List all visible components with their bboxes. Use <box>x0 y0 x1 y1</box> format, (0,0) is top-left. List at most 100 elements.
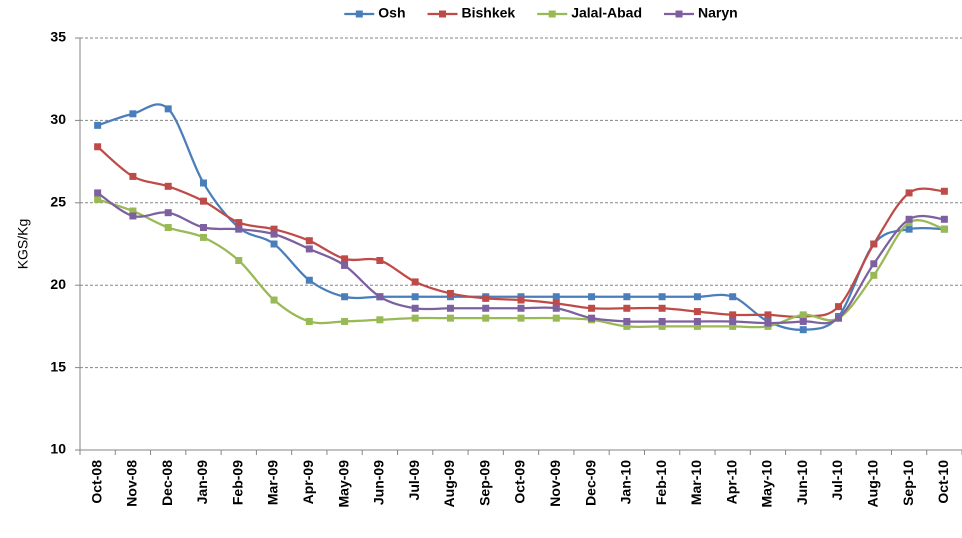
point-marker <box>270 230 278 238</box>
x-tick-label: Jun-10 <box>794 460 810 505</box>
legend-label: Jalal-Abad <box>571 5 642 21</box>
point-marker <box>270 240 278 248</box>
point-marker <box>658 293 666 301</box>
y-tick-label: 20 <box>50 276 66 292</box>
legend-marker <box>548 10 556 18</box>
legend-label: Osh <box>378 5 405 21</box>
x-tick-label: Sep-10 <box>900 460 916 506</box>
x-tick-label: Oct-09 <box>512 460 528 504</box>
legend-item: Osh <box>344 5 406 21</box>
point-marker <box>799 317 807 325</box>
x-tick-label: Aug-10 <box>865 460 881 508</box>
point-marker <box>235 225 243 233</box>
point-marker <box>905 225 913 233</box>
point-marker <box>799 326 807 334</box>
point-marker <box>905 189 913 197</box>
point-marker <box>870 260 878 268</box>
point-marker <box>164 182 172 190</box>
x-tick-label: Oct-10 <box>935 460 951 504</box>
point-marker <box>940 225 948 233</box>
x-tick-label: Nov-08 <box>124 460 140 507</box>
legend: Osh Bishkek Jalal-Abad Naryn <box>344 5 738 21</box>
legend-label: Naryn <box>698 5 738 21</box>
x-tick-label: Dec-08 <box>159 460 175 506</box>
point-marker <box>905 215 913 223</box>
x-tick-label: May-10 <box>759 460 775 508</box>
point-marker <box>517 296 525 304</box>
point-marker <box>411 293 419 301</box>
x-tick-label: Feb-09 <box>229 460 245 505</box>
x-tick-label: Sep-09 <box>476 460 492 506</box>
point-marker <box>305 276 313 284</box>
point-marker <box>764 311 772 319</box>
point-marker <box>411 304 419 312</box>
point-marker <box>623 293 631 301</box>
y-tick-label: 35 <box>50 29 66 45</box>
point-marker <box>552 304 560 312</box>
point-marker <box>517 314 525 322</box>
legend-marker <box>675 10 683 18</box>
x-tick-label: Nov-09 <box>547 460 563 507</box>
point-marker <box>693 293 701 301</box>
point-marker <box>517 304 525 312</box>
point-marker <box>164 209 172 217</box>
x-tick-label: Apr-10 <box>723 460 739 505</box>
legend-item: Naryn <box>664 5 738 21</box>
point-marker <box>552 299 560 307</box>
point-marker <box>129 110 137 118</box>
point-marker <box>693 317 701 325</box>
x-tick-label: Feb-10 <box>653 460 669 505</box>
point-marker <box>129 212 137 220</box>
point-marker <box>658 304 666 312</box>
point-marker <box>729 322 737 330</box>
x-tick-label: Jul-10 <box>829 460 845 501</box>
point-marker <box>305 317 313 325</box>
point-marker <box>729 311 737 319</box>
point-marker <box>199 224 207 232</box>
point-marker <box>623 304 631 312</box>
point-marker <box>270 296 278 304</box>
point-marker <box>235 219 243 227</box>
point-marker <box>835 314 843 322</box>
legend-item: Jalal-Abad <box>537 5 642 21</box>
point-marker <box>693 308 701 316</box>
point-marker <box>658 317 666 325</box>
point-marker <box>341 293 349 301</box>
point-marker <box>588 293 596 301</box>
point-marker <box>199 233 207 241</box>
point-marker <box>446 314 454 322</box>
point-marker <box>446 289 454 297</box>
x-tick-label: Jul-09 <box>406 460 422 501</box>
point-marker <box>341 261 349 269</box>
point-marker <box>482 304 490 312</box>
y-tick-label: 25 <box>50 194 66 210</box>
point-marker <box>940 187 948 195</box>
point-marker <box>552 314 560 322</box>
point-marker <box>305 245 313 253</box>
point-marker <box>693 322 701 330</box>
point-marker <box>164 224 172 232</box>
point-marker <box>623 317 631 325</box>
point-marker <box>270 225 278 233</box>
point-marker <box>482 314 490 322</box>
point-marker <box>835 303 843 311</box>
point-marker <box>235 256 243 264</box>
x-tick-label: Dec-09 <box>582 460 598 506</box>
point-marker <box>411 278 419 286</box>
point-marker <box>376 316 384 324</box>
x-tick-label: Mar-09 <box>265 460 281 505</box>
point-marker <box>588 314 596 322</box>
point-marker <box>129 207 137 215</box>
point-marker <box>588 304 596 312</box>
legend-item: Bishkek <box>427 5 515 21</box>
point-marker <box>199 179 207 187</box>
point-marker <box>129 172 137 180</box>
x-tick-label: Jan-09 <box>194 460 210 505</box>
point-marker <box>729 317 737 325</box>
point-marker <box>870 271 878 279</box>
x-tick-label: Jun-09 <box>371 460 387 505</box>
x-tick-label: Apr-09 <box>300 460 316 505</box>
point-marker <box>870 240 878 248</box>
x-tick-label: Jan-10 <box>618 460 634 505</box>
